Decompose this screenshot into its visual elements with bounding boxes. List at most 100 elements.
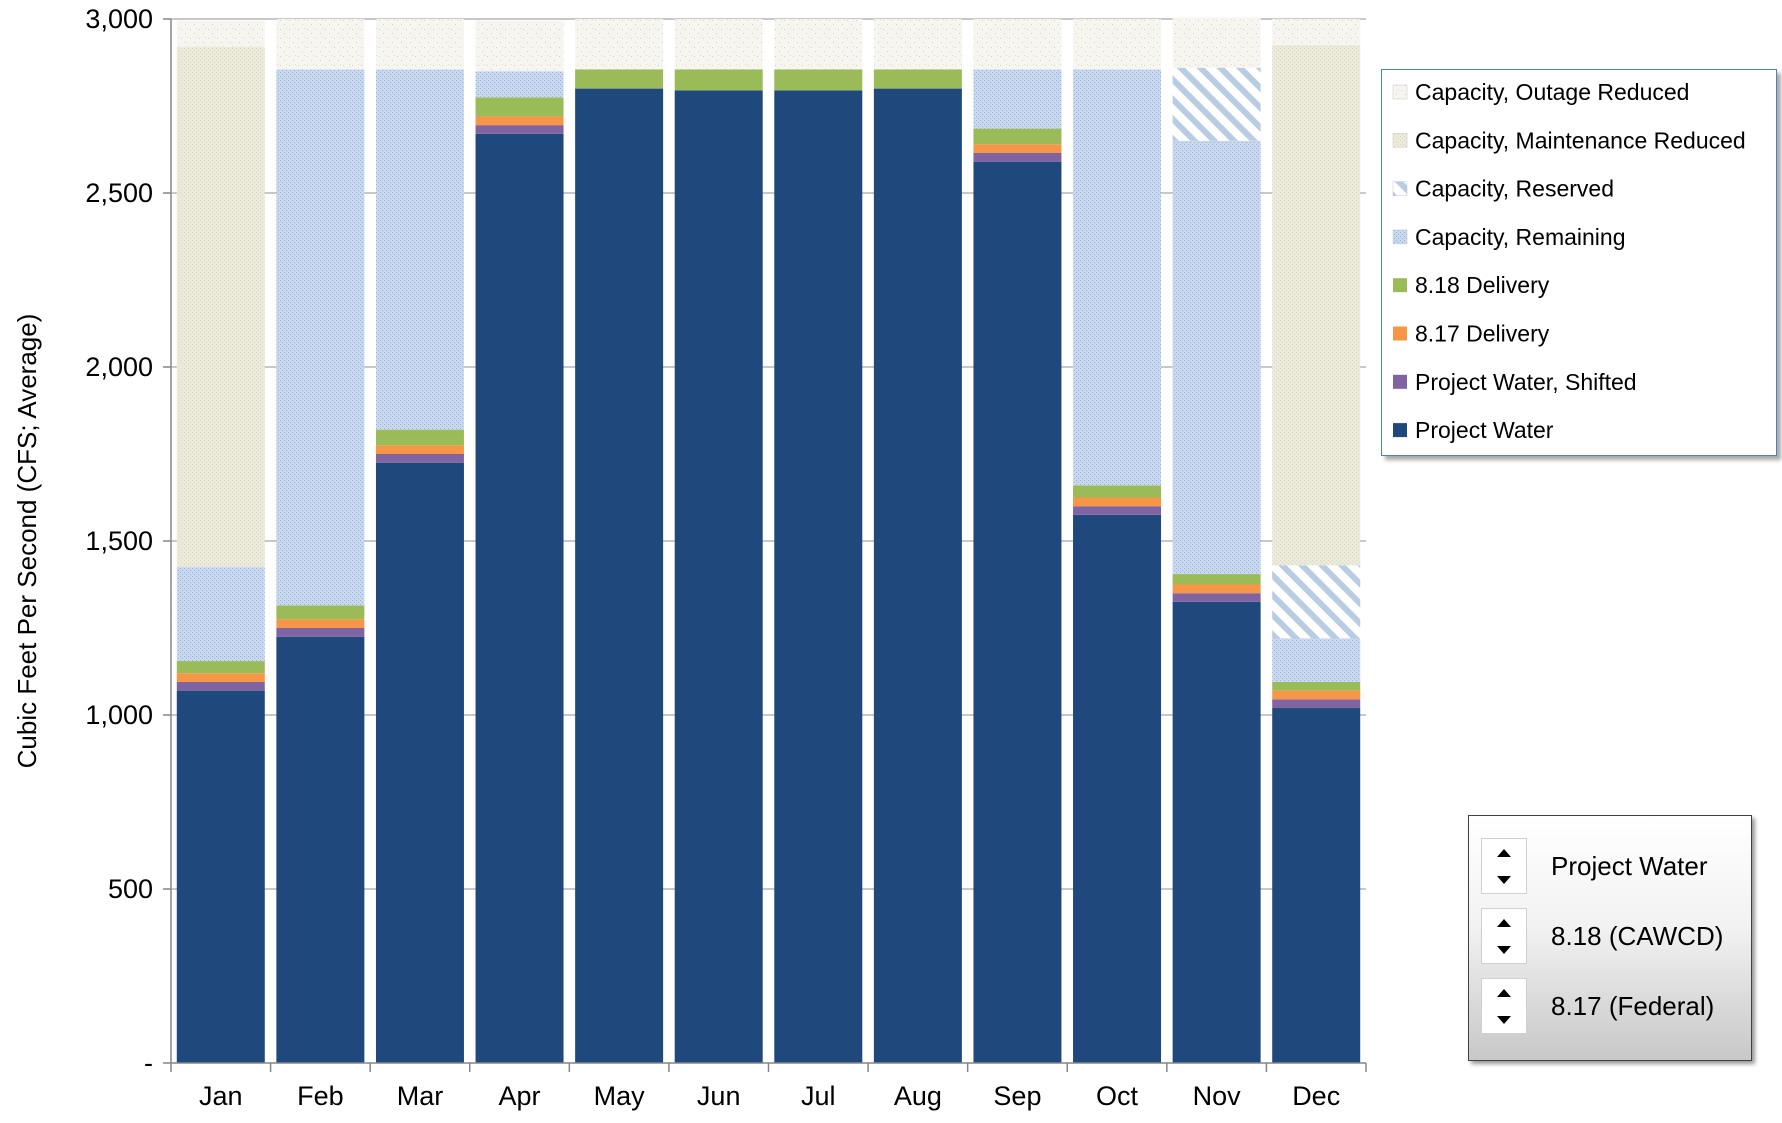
y-tick-label: - (144, 1048, 153, 1078)
bar-segment-capacity-outage-reduced (774, 19, 863, 70)
legend-swatch (1392, 229, 1408, 245)
y-tick-label: 1,000 (85, 700, 153, 730)
bar-segment-project-water (1172, 601, 1261, 1063)
bar-segment-project-water (375, 462, 464, 1063)
control-label: 8.17 (Federal) (1551, 991, 1715, 1021)
bar-segment-capacity-outage-reduced (276, 19, 365, 70)
bar-segment-capacity-maintenance-reduced (1272, 45, 1361, 566)
bar-segment-project-water (475, 133, 564, 1064)
bar-segment-8-18-delivery (1272, 681, 1361, 691)
spin-down-arrow-icon[interactable] (1482, 936, 1526, 963)
bar-segment-project-water (575, 88, 664, 1064)
cawcd-818-spinner[interactable] (1481, 908, 1527, 964)
legend-label: Capacity, Remaining (1415, 224, 1626, 250)
bar-segment-capacity-remaining (176, 567, 265, 662)
bar-segment-capacity-outage-reduced (1272, 19, 1361, 46)
bar-segment-capacity-remaining (1172, 140, 1261, 575)
bar-segment-project-water-shifted (973, 152, 1062, 162)
bar-segment-8-18-delivery (1172, 574, 1261, 585)
legend-swatch (1392, 133, 1408, 148)
bar-segment-project-water (973, 161, 1062, 1063)
y-axis-title: Cubic Feet Per Second (CFS; Average) (12, 314, 42, 769)
bar-segment-capacity-outage-reduced (375, 19, 464, 70)
spin-down-arrow-icon[interactable] (1482, 866, 1526, 893)
y-tick-label: 1,500 (85, 526, 153, 556)
x-tick-label: Mar (397, 1081, 444, 1111)
x-tick-label: Feb (297, 1081, 344, 1111)
bar-segment-8-18-delivery (176, 661, 265, 674)
axes: - 500 1,000 1,500 2,000 2,500 3,000 Jan Feb Mar Ap… (85, 4, 1367, 1111)
bar-segment-8-18-delivery (1073, 485, 1162, 498)
spin-up-arrow-icon[interactable] (1482, 839, 1526, 866)
y-tick-label: 2,500 (85, 178, 153, 208)
bar-segment-8-17-delivery (375, 445, 464, 454)
bar-segment-8-18-delivery (276, 605, 365, 620)
y-tick-label: 2,000 (85, 352, 153, 382)
legend-label: Capacity, Outage Reduced (1415, 79, 1689, 105)
bar-segment-project-water (1073, 514, 1162, 1063)
legend-swatch (1392, 84, 1408, 100)
bar-segment-project-water-shifted (1272, 699, 1361, 709)
bar-segment-8-17-delivery (176, 673, 265, 682)
bar-segment-project-water-shifted (475, 125, 564, 134)
bar-segment-8-18-delivery (973, 128, 1062, 145)
control-row-818: 8.18 (CAWCD) (1481, 908, 1741, 964)
bar-segment-8-17-delivery (1073, 497, 1162, 507)
spin-up-arrow-icon[interactable] (1482, 909, 1526, 936)
project-water-spinner[interactable] (1481, 838, 1527, 894)
gridlines (171, 18, 1366, 890)
bar-segment-8-17-delivery (475, 116, 564, 126)
bar-segment-8-18-delivery (674, 69, 763, 91)
bar-segment-8-18-delivery (375, 429, 464, 446)
bar-segment-8-18-delivery (575, 69, 664, 89)
x-tick-label: Jun (697, 1081, 741, 1111)
bar-segment-capacity-outage-reduced (1073, 19, 1162, 70)
bar-segment-capacity-reserved (1272, 565, 1361, 639)
bar-segment-8-18-delivery (774, 69, 863, 91)
bar-segment-capacity-outage-reduced (575, 19, 664, 70)
x-tick-label: Nov (1193, 1081, 1242, 1111)
bar-segment-capacity-remaining (1073, 69, 1162, 486)
bar-segment-project-water-shifted (1172, 593, 1261, 602)
bar-segment-project-water-shifted (1073, 506, 1162, 515)
bar-segment-capacity-maintenance-reduced (176, 46, 265, 568)
spin-up-arrow-icon[interactable] (1482, 979, 1526, 1006)
spin-down-arrow-icon[interactable] (1482, 1006, 1526, 1033)
bar-segment-capacity-outage-reduced (1172, 17, 1261, 68)
legend-label: Capacity, Maintenance Reduced (1415, 127, 1746, 153)
legend-swatch (1393, 374, 1407, 389)
bar-segment-project-water-shifted (276, 628, 365, 637)
control-label: 8.18 (CAWCD) (1551, 921, 1724, 951)
bar-segment-capacity-outage-reduced (475, 20, 564, 72)
legend-svg: Capacity, Outage Reduced Capacity, Mainte… (1392, 79, 1746, 443)
control-row-817: 8.17 (Federal) (1481, 978, 1741, 1034)
control-label: Project Water (1551, 851, 1708, 881)
bar-segment-capacity-outage-reduced (873, 19, 962, 70)
x-tick-label: Apr (499, 1081, 541, 1111)
bar-segment-capacity-outage-reduced (176, 20, 265, 47)
bars (176, 17, 1361, 1064)
bar-segment-capacity-remaining (475, 71, 564, 98)
bar-segment-8-17-delivery (1172, 584, 1261, 594)
series-control-panel: Project Water 8.18 (CAWCD) 8.17 (Federal… (1468, 815, 1752, 1061)
y-tick-label: 3,000 (85, 4, 153, 34)
legend-label: 8.17 Delivery (1415, 321, 1550, 347)
bar-segment-project-water (774, 90, 863, 1064)
control-row-project-water: Project Water (1481, 838, 1741, 894)
y-tick-label: 500 (108, 874, 153, 904)
bar-segment-8-17-delivery (1272, 690, 1361, 700)
bar-segment-capacity-outage-reduced (973, 19, 1062, 70)
x-tick-label: Sep (993, 1081, 1041, 1111)
bar-segment-project-water (1272, 708, 1361, 1063)
bar-segment-capacity-reserved (1172, 67, 1261, 141)
federal-817-spinner[interactable] (1481, 978, 1527, 1034)
legend-label: Project Water, Shifted (1415, 369, 1637, 395)
bar-segment-project-water (674, 90, 763, 1064)
x-tick-label: Oct (1096, 1081, 1139, 1111)
legend-swatch (1393, 423, 1407, 438)
bar-segment-capacity-outage-reduced (674, 19, 763, 70)
bar-segment-8-18-delivery (475, 97, 564, 117)
x-tick-label: Jul (801, 1081, 836, 1111)
bar-segment-project-water (873, 88, 962, 1064)
